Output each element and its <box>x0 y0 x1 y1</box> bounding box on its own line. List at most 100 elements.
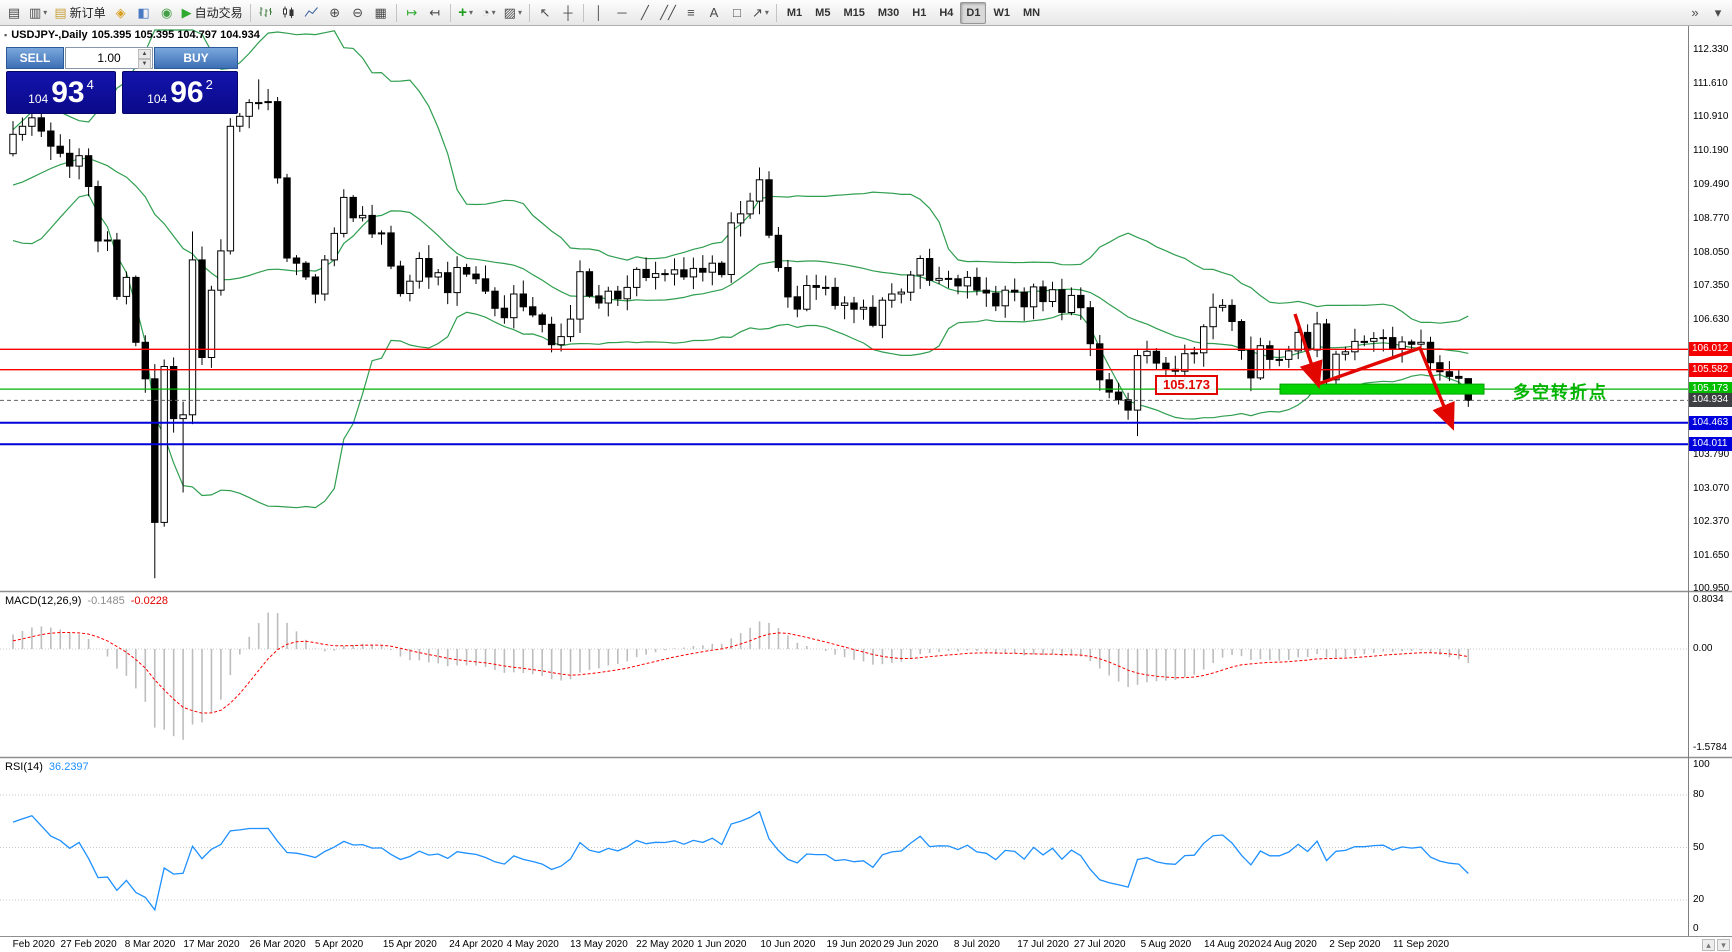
timeframe-button-m5[interactable]: M5 <box>815 6 831 19</box>
volume-down-button[interactable]: ▼ <box>138 59 151 69</box>
new-order-icon: ▤ <box>54 4 67 20</box>
volume-input[interactable]: 1.00 ▲ ▼ <box>65 47 153 69</box>
price-axis-tick: 110.190 <box>1693 145 1729 157</box>
toolbar-separator <box>395 3 397 22</box>
channel-button[interactable]: ╱╱ <box>657 2 679 24</box>
date-axis-label: 17 Mar 2020 <box>183 939 240 950</box>
trendline-button[interactable]: ╱ <box>634 2 656 24</box>
cursor-button[interactable]: ↖ <box>534 2 556 24</box>
macd-axis-tick: 0.00 <box>1693 642 1713 654</box>
toolbar-overflow-button[interactable]: » <box>1691 5 1699 20</box>
autotrading-button[interactable]: ▶ 自动交易 <box>179 2 246 24</box>
sell-price-prefix: 104 <box>28 92 49 106</box>
price-axis-tick: 107.350 <box>1693 279 1730 291</box>
arrows-button[interactable]: ↗ ▾ <box>749 2 772 24</box>
community-button[interactable]: ◉ <box>156 2 178 24</box>
buy-price-big: 96 <box>170 75 204 109</box>
sell-price-box[interactable]: 104 93 4 <box>6 71 116 114</box>
line-chart-icon <box>304 7 319 17</box>
price-level-annotation[interactable]: 105.173 <box>1155 375 1218 395</box>
timeframe-button-h4[interactable]: H4 <box>939 6 954 19</box>
timeframe-button-h1[interactable]: H1 <box>912 6 927 19</box>
date-axis-label: 4 May 2020 <box>506 939 559 950</box>
new-order-button[interactable]: ▤ 新订单 <box>51 2 108 24</box>
toolbar-separator <box>528 3 530 22</box>
timeframe-button-m1[interactable]: M1 <box>786 6 803 19</box>
sell-button[interactable]: SELL <box>6 47 64 69</box>
date-axis-label: 13 May 2020 <box>569 939 628 950</box>
horizontal-line-button[interactable]: ─ <box>611 2 633 24</box>
zoom-in-button[interactable]: ⊕ <box>324 2 346 24</box>
sell-price-pip: 4 <box>86 77 94 92</box>
label-icon: □ <box>733 5 741 20</box>
tile-windows-icon: ▦ <box>374 4 387 20</box>
crosshair-button[interactable]: ┼ <box>557 2 579 24</box>
date-axis-label: 8 Mar 2020 <box>124 939 176 950</box>
rsi-axis-tick: 100 <box>1693 759 1710 770</box>
volume-up-button[interactable]: ▲ <box>138 49 151 59</box>
toolbar-customize-button[interactable]: ▾ <box>1714 4 1722 20</box>
auto-scroll-button[interactable]: ↦ <box>401 2 423 24</box>
buy-button[interactable]: BUY <box>154 47 238 69</box>
new-chart-button[interactable]: ▤ <box>3 2 25 24</box>
new-order-button-label: 新订单 <box>69 6 106 20</box>
zoom-out-button[interactable]: ⊖ <box>347 2 369 24</box>
price-line-tag: 104.463 <box>1689 415 1732 430</box>
vertical-line-button[interactable]: │ <box>588 2 610 24</box>
caret-down-icon: ▾ <box>43 8 48 17</box>
caret-down-icon: ▾ <box>517 8 522 17</box>
data-window-button[interactable]: ◧ <box>133 2 155 24</box>
price-line-tag: 104.011 <box>1689 437 1732 452</box>
date-axis-label: 27 Jul 2020 <box>1073 939 1126 950</box>
chart-shift-button[interactable]: ↤ <box>424 2 446 24</box>
sell-price-big: 93 <box>51 75 85 109</box>
market-watch-button[interactable]: ◈ <box>110 2 132 24</box>
toolbar-separator <box>775 3 777 22</box>
price-line-tag: 105.582 <box>1689 362 1732 377</box>
line-chart-button[interactable] <box>301 2 323 24</box>
community-icon: ◉ <box>160 4 173 20</box>
rsi-axis-tick: 50 <box>1693 841 1705 853</box>
tile-windows-button[interactable]: ▦ <box>370 2 392 24</box>
bar-chart-button[interactable] <box>255 2 277 24</box>
price-axis-tick: 103.070 <box>1693 482 1730 494</box>
zoom-in-icon: ⊕ <box>329 4 341 20</box>
date-axis-label: 1 Jun 2020 <box>697 939 747 950</box>
fibonacci-button[interactable]: ≡ <box>680 2 702 24</box>
rsi-axis-tick: 20 <box>1693 894 1705 905</box>
buy-price-box[interactable]: 104 96 2 <box>122 71 238 114</box>
templates-button[interactable]: ▨ ▾ <box>501 2 525 24</box>
timeframe-button-m15[interactable]: M15 <box>843 6 865 19</box>
text-button[interactable]: A <box>703 2 725 24</box>
macd-axis-tick: 0.8034 <box>1693 594 1724 605</box>
trendline-icon: ╱ <box>641 4 649 20</box>
timeframe-button-w1[interactable]: W1 <box>993 6 1010 19</box>
scroll-up-button[interactable]: ▴ <box>1702 939 1715 951</box>
date-axis-label: 24 Aug 2020 <box>1260 939 1317 950</box>
indicators-button[interactable]: + ▾ <box>455 2 477 24</box>
profiles-button[interactable]: ▥ ▾ <box>26 2 50 24</box>
scroll-down-button[interactable]: ▾ <box>1717 939 1730 951</box>
candlestick-chart-button[interactable] <box>278 2 300 24</box>
turning-point-note[interactable]: 多空转折点 <box>1513 383 1608 402</box>
date-axis-label: 15 Apr 2020 <box>382 939 437 950</box>
main-toolbar: ▤ ▥ ▾ ▤ 新订单 ◈ ◧ ◉ ▶ 自动交易 ⊕ ⊖ ▦ ↦ ↤ + ▾ ◔ ▾ ▨ ▾ ↖ ┼ │ ─ ╱ ╱╱ ≡ A □ ↗ ▾ M1… <box>0 0 1732 26</box>
label-button[interactable]: □ <box>726 2 748 24</box>
date-axis-label: 10 Jun 2020 <box>760 939 816 950</box>
macd-axis-tick: -1.5784 <box>1693 742 1727 753</box>
price-axis-tick: 111.610 <box>1693 78 1728 90</box>
timeframe-button-mn[interactable]: MN <box>1022 6 1041 19</box>
candlestick-chart-icon <box>283 6 294 18</box>
price-line-tag: 106.012 <box>1689 342 1732 357</box>
chart-canvas[interactable] <box>0 26 1732 952</box>
timeframe-button-m30[interactable]: M30 <box>877 6 900 19</box>
axis-scroll-buttons: ▴ ▾ <box>1702 939 1730 951</box>
fibonacci-icon: ≡ <box>687 5 695 20</box>
channel-icon: ╱╱ <box>660 4 676 20</box>
periods-button[interactable]: ◔ ▾ <box>478 2 500 24</box>
timeframe-button-d1[interactable]: D1 <box>960 1 987 24</box>
clock-icon: ◔ <box>481 5 490 20</box>
date-axis-label: 5 Apr 2020 <box>314 939 364 950</box>
volume-value: 1.00 <box>97 51 121 65</box>
